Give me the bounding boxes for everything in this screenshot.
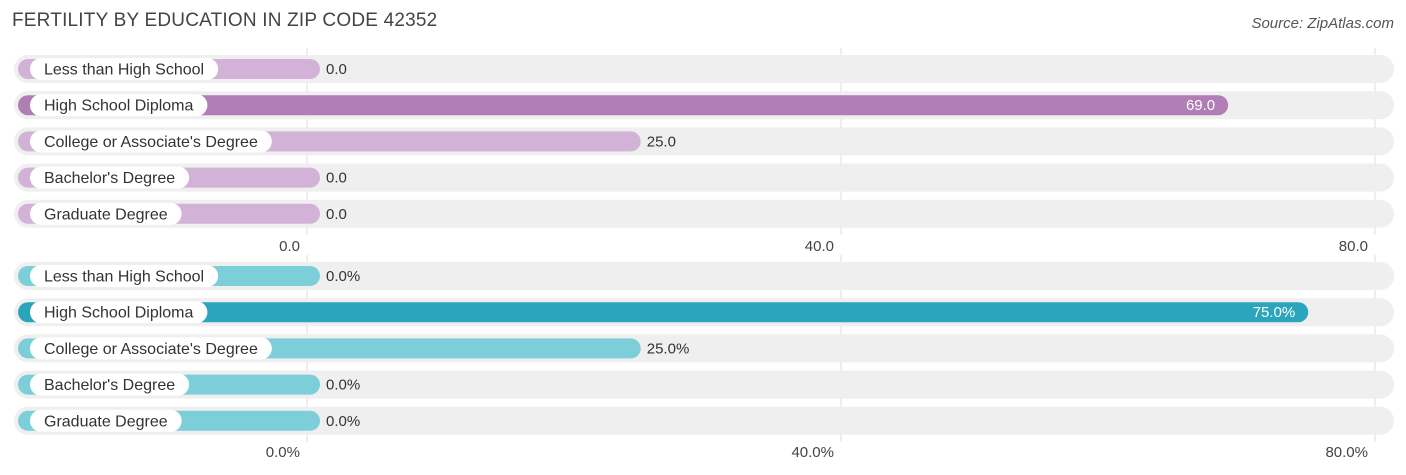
bar-track — [14, 55, 1394, 83]
category-label-bg — [30, 301, 208, 324]
value-label: 0.0% — [326, 413, 360, 430]
bar — [18, 302, 1309, 323]
value-label: 25.0 — [647, 133, 676, 150]
category-label-bg — [30, 373, 190, 396]
chart-section-1: Less than High School 0.0 High School Dipl… — [14, 48, 1394, 255]
bar-track — [14, 406, 1394, 435]
bar-row: Less than High School 0.0% — [14, 262, 1394, 290]
value-label: 0.0% — [326, 268, 360, 285]
bar-track — [14, 199, 1394, 228]
category-label: High School Diploma — [44, 305, 194, 322]
bar-track — [14, 370, 1394, 399]
chart-section-2: Less than High School 0.0% High School Dip… — [14, 255, 1394, 461]
category-label-bg — [30, 337, 272, 360]
chart-title: FERTILITY BY EDUCATION IN ZIP CODE 42352 — [12, 10, 438, 31]
category-label: Bachelor's Degree — [44, 377, 175, 394]
category-label: Graduate Degree — [44, 206, 168, 223]
category-label-bg — [30, 130, 272, 153]
value-label: 0.0 — [326, 206, 347, 223]
tick-label: 40.0 — [805, 238, 834, 255]
category-label: High School Diploma — [44, 98, 194, 115]
bar-row: High School Diploma 69.0 — [14, 91, 1394, 120]
tick-label: 80.0 — [1339, 238, 1368, 255]
bar-row: College or Associate's Degree 25.0 — [14, 127, 1394, 156]
source-label: Source: ZipAtlas.com — [1251, 15, 1394, 32]
category-label-bg — [30, 166, 190, 189]
category-label: College or Associate's Degree — [44, 341, 258, 358]
category-label-bg — [30, 94, 208, 117]
bar-row: Graduate Degree 0.0% — [14, 406, 1394, 435]
tick-label: 80.0% — [1325, 444, 1368, 461]
bar-row: College or Associate's Degree 25.0% — [14, 334, 1394, 363]
bar-row: Bachelor's Degree 0.0 — [14, 163, 1394, 192]
category-label: Graduate Degree — [44, 413, 168, 430]
bar-row: Bachelor's Degree 0.0% — [14, 370, 1394, 399]
category-label-bg — [30, 265, 219, 287]
value-label: 75.0% — [1253, 304, 1296, 321]
bar-row: Less than High School 0.0 — [14, 55, 1394, 83]
bar — [18, 95, 1229, 116]
value-label: 25.0% — [647, 340, 690, 357]
bar-track — [14, 262, 1394, 290]
category-label-bg — [30, 409, 182, 432]
value-label: 0.0 — [326, 61, 347, 78]
value-label: 0.0 — [326, 170, 347, 187]
bar-track — [14, 163, 1394, 192]
bar-row: Graduate Degree 0.0 — [14, 199, 1394, 228]
category-label-bg — [30, 202, 182, 225]
category-label-bg — [30, 58, 219, 80]
category-label: Less than High School — [44, 62, 204, 79]
category-label: Less than High School — [44, 269, 204, 286]
value-label: 0.0% — [326, 377, 360, 394]
tick-label: 0.0 — [279, 238, 300, 255]
value-label: 69.0 — [1186, 97, 1215, 114]
category-label: College or Associate's Degree — [44, 134, 258, 151]
tick-label: 40.0% — [791, 444, 834, 461]
bar-row: High School Diploma 75.0% — [14, 298, 1394, 327]
category-label: Bachelor's Degree — [44, 170, 175, 187]
tick-label: 0.0% — [266, 444, 300, 461]
